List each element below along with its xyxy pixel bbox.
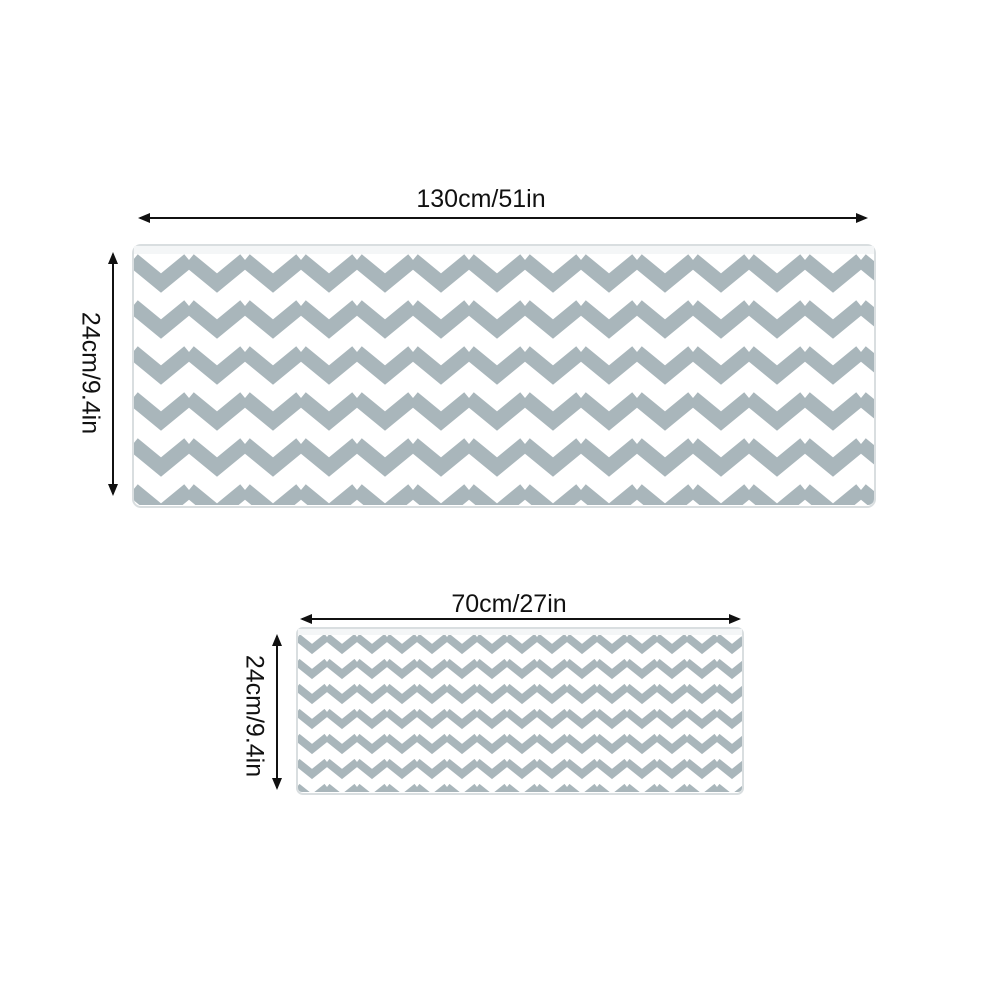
large-width-label: 130cm/51in xyxy=(416,185,546,213)
small-mat xyxy=(296,627,744,795)
large-height-label: 24cm/9.4in xyxy=(76,311,105,435)
large-mat xyxy=(132,244,876,508)
small-height-label: 24cm/9.4in xyxy=(240,654,269,778)
small-width-label: 70cm/27in xyxy=(451,590,567,618)
